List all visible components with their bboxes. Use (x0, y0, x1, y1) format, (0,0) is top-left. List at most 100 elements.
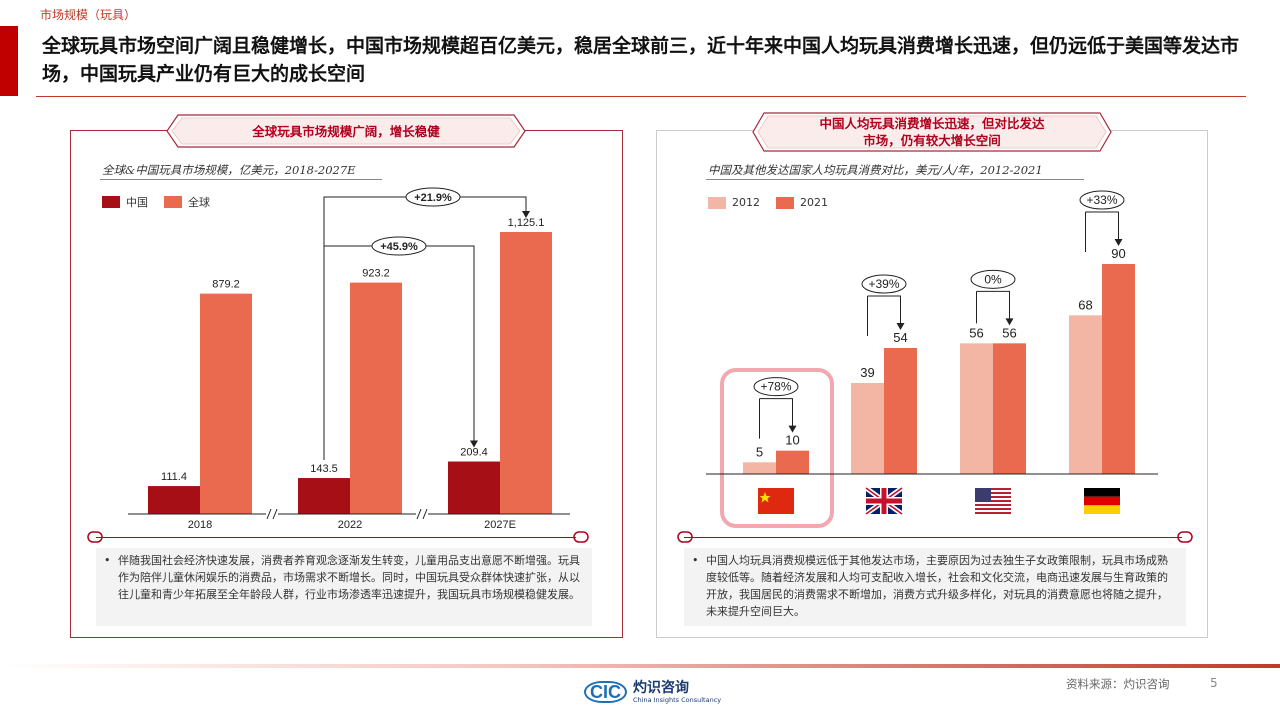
ribbon-shape (752, 112, 1112, 152)
right-ribbon-title: 中国人均玩具消费增长迅速，但对比发达 市场，仍有较大增长空间 (819, 115, 1044, 149)
growth-bubble (371, 236, 427, 256)
page-number: 5 (1210, 676, 1218, 690)
legend-label-global: 全球 (188, 196, 210, 209)
flag-cross-red (866, 498, 902, 504)
flag-stripe (975, 504, 1011, 506)
legend-swatch-global (164, 196, 182, 208)
growth-label: 0% (984, 272, 1002, 286)
axis-break-gap (266, 508, 278, 520)
flag-band (1084, 505, 1120, 514)
growth-bubble (970, 269, 1016, 289)
cic-logo-mark: CIC (584, 681, 627, 703)
bar-value-label: 56 (969, 325, 983, 340)
flag-stripe (975, 492, 1011, 494)
bar-value-label: 10 (785, 433, 799, 448)
bar-2012-Germany (1069, 315, 1102, 474)
flag-stripe (975, 512, 1011, 514)
bullet-icon: • (692, 554, 699, 567)
growth-connector (867, 295, 901, 324)
legend-label-2012: 2012 (732, 196, 760, 209)
axis-break-gap (416, 508, 428, 520)
growth-connector (976, 290, 1010, 320)
left-legend: 中国 全球 (102, 194, 226, 210)
right-subtitle-rule (706, 179, 1084, 180)
header-divider (36, 96, 1246, 97)
x-tick-label: 2022 (338, 519, 362, 531)
legend-label-2021: 2021 (800, 196, 828, 209)
page-title: 全球玩具市场空间广阔且稳健增长，中国市场规模超百亿美元，稳居全球前三，近十年来中… (42, 35, 1240, 85)
right-ribbon-line-1: 中国人均玩具消费增长迅速，但对比发达 (819, 116, 1045, 131)
bar-value-label: 209.4 (460, 447, 488, 459)
left-chart-subtitle: 全球&中国玩具市场规模，亿美元，2018-2027E (102, 163, 356, 177)
legend-swatch-china (102, 196, 120, 208)
header-accent-bar (0, 26, 18, 96)
bar-value-label: 90 (1111, 246, 1125, 261)
left-notes-divider (96, 537, 576, 538)
legend-swatch-2012 (708, 196, 726, 209)
flag-stripe (975, 508, 1011, 510)
bar-value-label: 879.2 (212, 279, 240, 291)
bar-value-label: 143.5 (310, 463, 338, 475)
bullet-icon: • (104, 554, 111, 567)
flag-stripe (975, 496, 1011, 498)
bar-2012-UK (851, 383, 884, 474)
bar-2012-US (960, 343, 993, 474)
left-panel-ribbon: 全球玩具市场规模广阔，增长稳健 (166, 114, 526, 148)
bar-中国-2022 (298, 478, 350, 514)
growth-label: +39% (868, 277, 899, 291)
growth-label: +78% (760, 380, 791, 394)
arrow-head-icon (470, 440, 478, 448)
cic-logo: CIC 灼识咨询 China Insights Consultancy (584, 680, 721, 704)
bar-全球-2027E (500, 232, 552, 514)
axis-break-mark (272, 508, 278, 520)
source-note: 资料来源：灼识咨询 (1066, 677, 1170, 691)
x-tick-label: 2018 (188, 519, 212, 531)
footer-band (0, 664, 1280, 668)
section-tag: 市场规模（玩具） (40, 8, 137, 22)
growth-bubble (405, 187, 461, 207)
bar-value-label: 923.2 (362, 268, 390, 280)
right-ribbon-line-2: 市场，仍有较大增长空间 (863, 133, 1001, 148)
growth-label-global: +21.9% (414, 192, 452, 204)
flag-canton (975, 488, 991, 502)
right-notes-text: 中国人均玩具消费规模远低于其他发达市场，主要原因为过去独生子女政策限制，玩具市场… (706, 554, 1168, 618)
right-panel-ribbon: 中国人均玩具消费增长迅速，但对比发达 市场，仍有较大增长空间 (752, 112, 1112, 152)
arrow-head-icon (1114, 239, 1123, 246)
flag-star (759, 492, 771, 503)
cic-logo-text: 灼识咨询 China Insights Consultancy (633, 680, 721, 704)
growth-bubble (753, 377, 799, 397)
growth-label: +33% (1086, 193, 1117, 207)
bar-全球-2018 (200, 293, 252, 514)
bar-2021-US (993, 343, 1026, 474)
growth-connector (1085, 211, 1119, 240)
bar-全球-2022 (350, 282, 402, 514)
arrow-head-icon (522, 211, 530, 218)
bar-中国-2027E (448, 461, 500, 514)
arrow-head-icon (788, 425, 797, 433)
legend-swatch-2021 (776, 196, 794, 209)
left-ribbon-title: 全球玩具市场规模广阔，增长稳健 (252, 123, 440, 139)
logo-english-name: China Insights Consultancy (633, 696, 722, 704)
legend-label-china: 中国 (126, 196, 148, 209)
left-notes-text: 伴随我国社会经济快速发展，消费者养育观念逐渐发生转变，儿童用品支出意愿不断增强。… (118, 554, 580, 601)
highlight-frame-china (720, 368, 834, 528)
germany-flag-icon (1084, 488, 1120, 497)
bar-value-label: 56 (1002, 325, 1016, 340)
left-bar-chart: 111.4 879.2 2018 143.5 923.2 2022 209.4 1,125.1… (128, 187, 570, 531)
bar-value-label: 111.4 (161, 471, 187, 483)
bar-2021-Germany (1102, 264, 1135, 474)
arrow-head-icon (1005, 318, 1014, 326)
bar-中国-2018 (148, 486, 200, 514)
china-flag-icon (758, 488, 794, 514)
x-tick-label: 2027E (484, 519, 516, 531)
growth-connector (759, 398, 793, 427)
left-notes-box: • 伴随我国社会经济快速发展，消费者养育观念逐渐发生转变，儿童用品支出意愿不断增… (96, 548, 592, 626)
axis-break-mark (266, 508, 272, 520)
bar-2021-China (776, 450, 809, 474)
bar-2012-China (743, 462, 776, 474)
right-notes-box: • 中国人均玩具消费规模远低于其他发达市场，主要原因为过去独生子女政策限制，玩具… (684, 548, 1186, 626)
axis-break-mark (416, 508, 422, 520)
bar-value-label: 54 (893, 330, 907, 345)
left-subtitle-rule (100, 179, 382, 180)
right-chart-subtitle: 中国及其他发达国家人均玩具消费对比，美元/人/年，2012-2021 (708, 163, 1043, 177)
